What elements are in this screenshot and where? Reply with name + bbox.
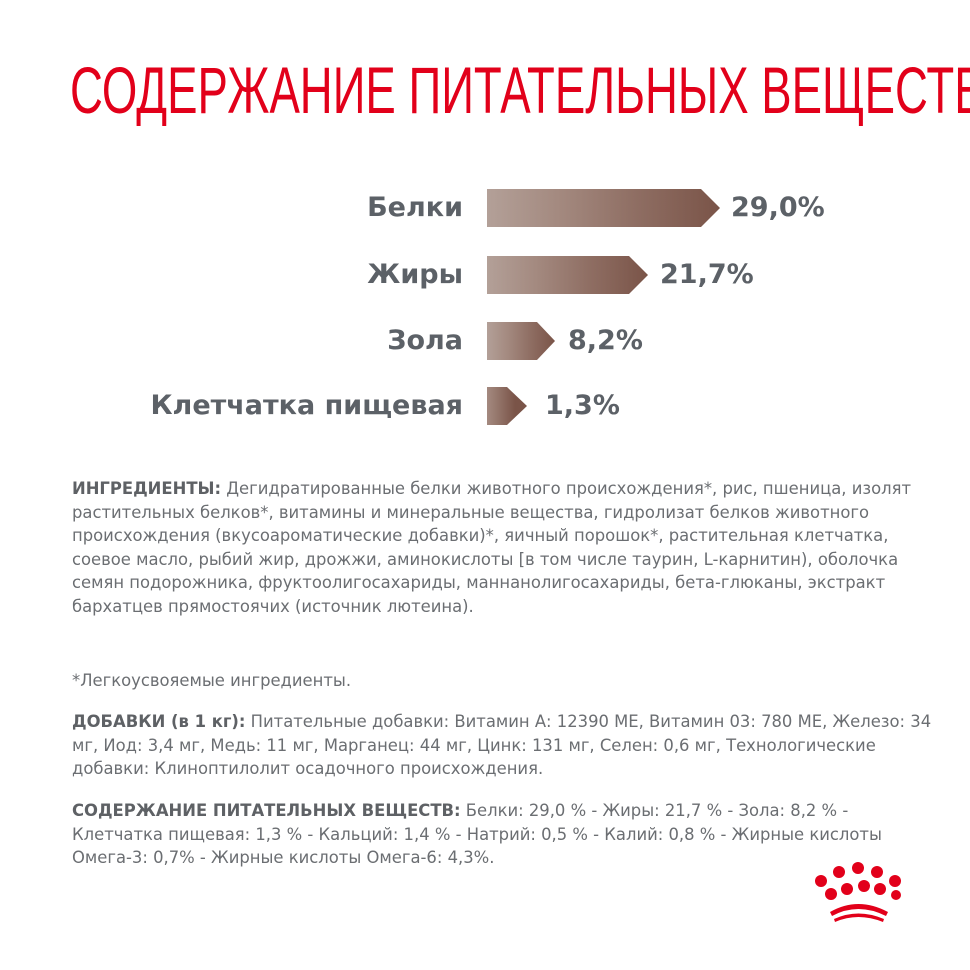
bar-value: 29,0% <box>731 192 825 223</box>
bar <box>487 322 555 360</box>
bar-label: Зола <box>387 325 463 356</box>
ingredients-heading: ИНГРЕДИЕНТЫ: <box>72 479 222 498</box>
ingredients-body: Дегидратированные белки животного происх… <box>72 479 911 616</box>
nutrients-body: Белки: 29,0 % - Жиры: 21,7 % - Зола: 8,2… <box>72 801 882 868</box>
nutrients-paragraph: СОДЕРЖАНИЕ ПИТАТЕЛЬНЫХ ВЕЩЕСТВ: Белки: 2… <box>72 799 932 870</box>
bar-row-fat: Жиры 21,7% <box>0 255 970 295</box>
ingredients-paragraph: ИНГРЕДИЕНТЫ: Дегидратированные белки жив… <box>72 477 932 619</box>
bar <box>487 189 720 227</box>
bar <box>487 256 648 294</box>
footnote: *Легкоусвояемые ингредиенты. <box>72 671 352 690</box>
additives-paragraph: ДОБАВКИ (в 1 кг): Питательные добавки: В… <box>72 710 932 781</box>
bar-label: Жиры <box>367 259 463 290</box>
additives-heading: ДОБАВКИ (в 1 кг): <box>72 712 246 731</box>
bar-value: 1,3% <box>545 390 620 421</box>
bar-label: Клетчатка пищевая <box>150 390 463 421</box>
bar <box>487 387 527 425</box>
nutrients-heading: СОДЕРЖАНИЕ ПИТАТЕЛЬНЫХ ВЕЩЕСТВ: <box>72 801 461 820</box>
bar-value: 8,2% <box>568 325 643 356</box>
bar-value: 21,7% <box>660 259 754 290</box>
bar-row-fiber: Клетчатка пищевая 1,3% <box>0 386 970 426</box>
bar-label: Белки <box>367 192 463 223</box>
crown-logo-icon <box>815 862 901 922</box>
bar-row-protein: Белки 29,0% <box>0 188 970 228</box>
additives-body: Питательные добавки: Витамин А: 12390 МЕ… <box>72 712 932 779</box>
bar-row-ash: Зола 8,2% <box>0 321 970 361</box>
nutrient-bar-chart: Белки 29,0% Жиры 21,7% Зола 8,2% Клетчат… <box>0 0 970 450</box>
